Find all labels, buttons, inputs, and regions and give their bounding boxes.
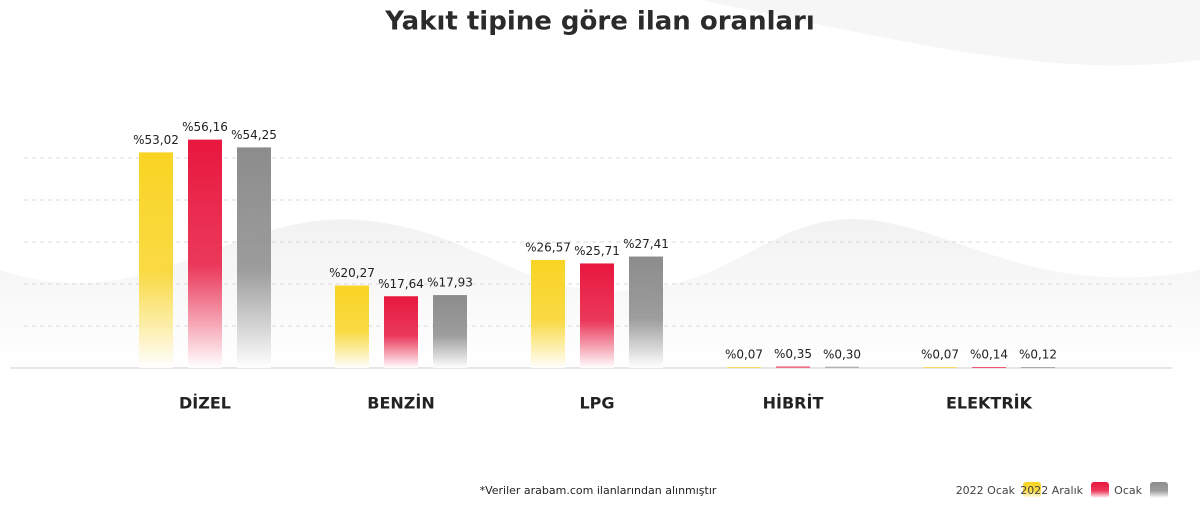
- legend-label: Ocak: [1114, 484, 1142, 497]
- value-label: %0,35: [774, 347, 812, 361]
- bar: [139, 152, 173, 368]
- bar: [384, 296, 418, 368]
- bar: [580, 263, 614, 368]
- bar: [335, 285, 369, 368]
- background-shape: [700, 0, 1200, 66]
- value-label: %25,71: [574, 244, 620, 258]
- x-tick-label: LPG: [579, 394, 614, 413]
- value-label: %27,41: [623, 237, 669, 251]
- bar: [727, 367, 761, 368]
- bar: [188, 139, 222, 368]
- bar: [923, 367, 957, 368]
- value-label: %0,12: [1019, 348, 1057, 362]
- legend-label: 2022 Ocak: [956, 484, 1016, 497]
- x-tick-label: DİZEL: [179, 394, 231, 413]
- bar: [531, 259, 565, 368]
- legend-swatch: [1150, 482, 1168, 498]
- legend-swatch: [1091, 482, 1109, 498]
- bar: [433, 295, 467, 368]
- value-label: %17,64: [378, 277, 424, 291]
- value-label: %0,07: [725, 348, 763, 362]
- bar: [629, 256, 663, 368]
- x-tick-label: ELEKTRİK: [946, 394, 1033, 413]
- value-label: %0,14: [970, 348, 1008, 362]
- value-label: %56,16: [182, 120, 228, 134]
- value-label: %17,93: [427, 276, 473, 290]
- chart-title: Yakıt tipine göre ilan oranları: [384, 7, 815, 37]
- bar: [776, 366, 810, 368]
- bar: [237, 147, 271, 368]
- bar: [972, 367, 1006, 368]
- value-label: %0,07: [921, 348, 959, 362]
- legend-swatch: [1023, 482, 1041, 498]
- bar: [825, 366, 859, 368]
- value-label: %26,57: [525, 240, 571, 254]
- value-label: %53,02: [133, 133, 179, 147]
- legend-label: 2022 Aralık: [1020, 484, 1083, 497]
- x-tick-label: BENZİN: [367, 394, 434, 413]
- value-label: %0,30: [823, 347, 861, 361]
- value-label: %20,27: [329, 266, 375, 280]
- footnote: *Veriler arabam.com ilanlarından alınmış…: [480, 484, 717, 497]
- value-label: %54,25: [231, 128, 277, 142]
- x-tick-label: HİBRİT: [763, 394, 824, 413]
- bar: [1021, 367, 1055, 368]
